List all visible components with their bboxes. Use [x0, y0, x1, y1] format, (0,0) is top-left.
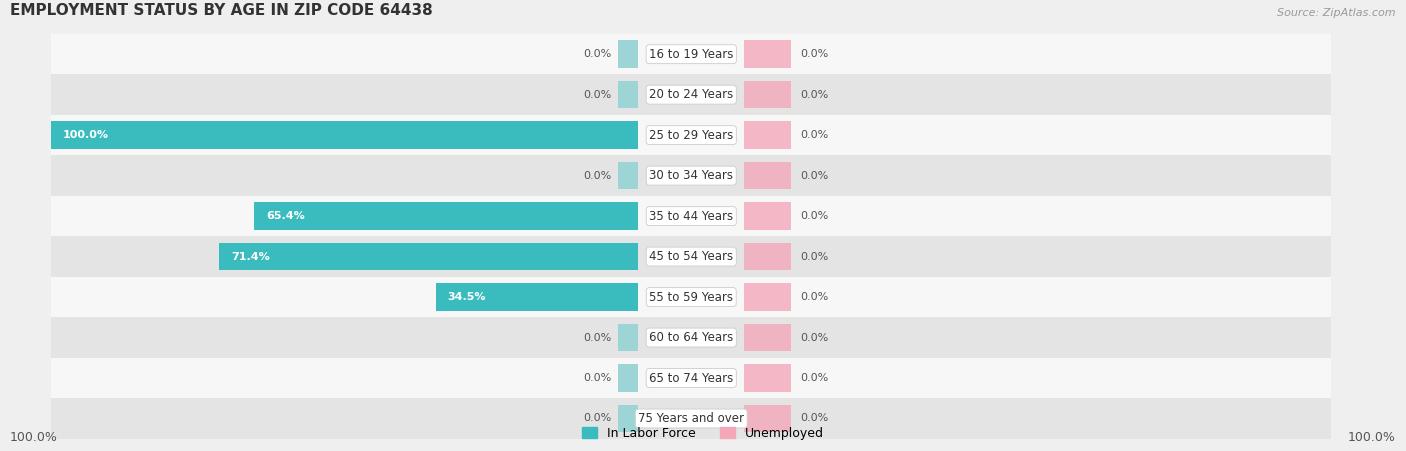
- Bar: [617, 324, 638, 351]
- Bar: [51, 318, 1331, 358]
- Bar: [744, 243, 792, 270]
- Text: 0.0%: 0.0%: [800, 211, 828, 221]
- Bar: [51, 34, 1331, 74]
- Text: 0.0%: 0.0%: [800, 170, 828, 180]
- Text: 34.5%: 34.5%: [447, 292, 486, 302]
- Text: 0.0%: 0.0%: [800, 90, 828, 100]
- Bar: [744, 162, 792, 189]
- Text: 0.0%: 0.0%: [583, 332, 612, 343]
- Text: 65 to 74 Years: 65 to 74 Years: [650, 372, 734, 385]
- Bar: [51, 74, 1331, 115]
- Bar: [436, 283, 638, 311]
- Text: 0.0%: 0.0%: [800, 373, 828, 383]
- Bar: [617, 405, 638, 432]
- Bar: [219, 243, 638, 270]
- Bar: [744, 283, 792, 311]
- Text: 0.0%: 0.0%: [800, 252, 828, 262]
- Bar: [51, 196, 1331, 236]
- Legend: In Labor Force, Unemployed: In Labor Force, Unemployed: [576, 422, 830, 445]
- Text: 16 to 19 Years: 16 to 19 Years: [650, 48, 734, 61]
- Text: 0.0%: 0.0%: [800, 292, 828, 302]
- Bar: [617, 81, 638, 108]
- Text: 30 to 34 Years: 30 to 34 Years: [650, 169, 734, 182]
- Bar: [744, 364, 792, 392]
- Text: EMPLOYMENT STATUS BY AGE IN ZIP CODE 64438: EMPLOYMENT STATUS BY AGE IN ZIP CODE 644…: [10, 3, 433, 18]
- Bar: [51, 398, 1331, 439]
- Text: 0.0%: 0.0%: [583, 373, 612, 383]
- Text: 55 to 59 Years: 55 to 59 Years: [650, 290, 734, 304]
- Bar: [744, 324, 792, 351]
- Bar: [51, 277, 1331, 318]
- Bar: [744, 81, 792, 108]
- Bar: [617, 162, 638, 189]
- Bar: [744, 41, 792, 68]
- Text: 60 to 64 Years: 60 to 64 Years: [650, 331, 734, 344]
- Text: 75 Years and over: 75 Years and over: [638, 412, 744, 425]
- Text: 0.0%: 0.0%: [583, 90, 612, 100]
- Bar: [744, 202, 792, 230]
- Bar: [51, 156, 1331, 196]
- Text: 25 to 29 Years: 25 to 29 Years: [650, 129, 734, 142]
- Text: 0.0%: 0.0%: [800, 414, 828, 423]
- Text: 0.0%: 0.0%: [800, 49, 828, 59]
- Text: 65.4%: 65.4%: [266, 211, 305, 221]
- Text: 100.0%: 100.0%: [10, 431, 58, 444]
- Bar: [51, 115, 1331, 156]
- Text: 0.0%: 0.0%: [800, 332, 828, 343]
- Bar: [254, 202, 638, 230]
- Text: 0.0%: 0.0%: [583, 49, 612, 59]
- Text: 100.0%: 100.0%: [1348, 431, 1396, 444]
- Text: Source: ZipAtlas.com: Source: ZipAtlas.com: [1277, 8, 1396, 18]
- Text: 35 to 44 Years: 35 to 44 Years: [650, 210, 734, 223]
- Text: 71.4%: 71.4%: [231, 252, 270, 262]
- Bar: [617, 41, 638, 68]
- Text: 0.0%: 0.0%: [583, 170, 612, 180]
- Bar: [51, 236, 1331, 277]
- Bar: [51, 358, 1331, 398]
- Text: 100.0%: 100.0%: [63, 130, 108, 140]
- Text: 20 to 24 Years: 20 to 24 Years: [650, 88, 734, 101]
- Text: 0.0%: 0.0%: [583, 414, 612, 423]
- Text: 45 to 54 Years: 45 to 54 Years: [650, 250, 734, 263]
- Text: 0.0%: 0.0%: [800, 130, 828, 140]
- Bar: [744, 121, 792, 149]
- Bar: [744, 405, 792, 432]
- Bar: [617, 364, 638, 392]
- Bar: [51, 121, 638, 149]
